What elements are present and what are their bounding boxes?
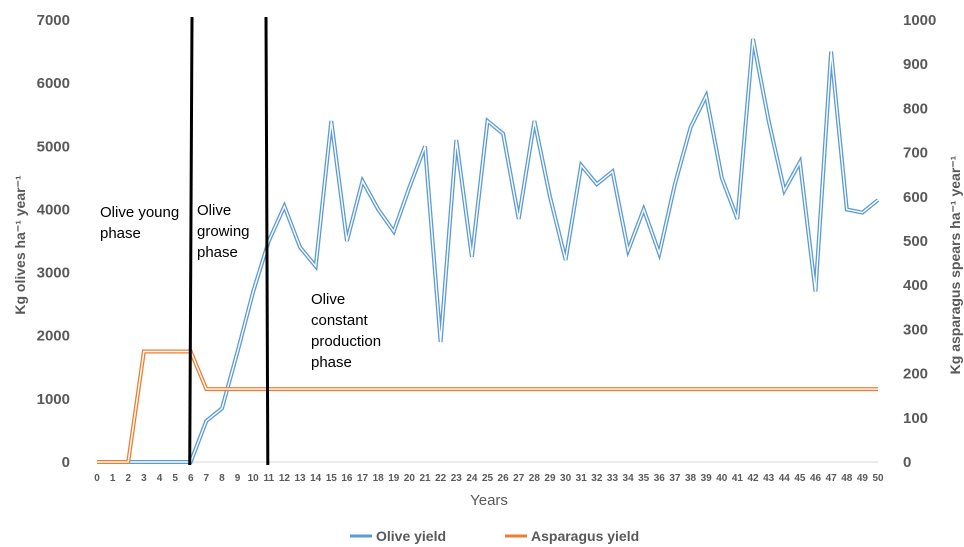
x-tick-label: 39 bbox=[701, 473, 713, 484]
phase-divider-line bbox=[188, 16, 194, 466]
y-left-axis-title: Kg olives ha⁻¹ year⁻¹ bbox=[12, 175, 28, 315]
x-tick-label: 32 bbox=[591, 473, 603, 484]
y-right-axis-title: Kg asparagus spears ha⁻¹ year⁻¹ bbox=[947, 155, 963, 374]
phase-annotation-line: phase bbox=[311, 354, 352, 371]
x-tick-label: 23 bbox=[451, 473, 463, 484]
y-right-tick-label: 500 bbox=[903, 233, 928, 250]
x-tick-label: 36 bbox=[654, 473, 666, 484]
x-tick-label: 46 bbox=[810, 473, 822, 484]
legend-label-asparagus: Asparagus yield bbox=[531, 528, 639, 544]
phase-annotation-line: phase bbox=[197, 244, 238, 261]
x-tick-label: 22 bbox=[435, 473, 447, 484]
x-tick-label: 42 bbox=[747, 473, 759, 484]
phase-annotation-line: growing bbox=[197, 223, 250, 240]
x-axis-title: Years bbox=[470, 492, 508, 509]
y-right-tick-label: 700 bbox=[903, 145, 928, 162]
x-tick-label: 17 bbox=[357, 473, 369, 484]
x-tick-label: 48 bbox=[841, 473, 853, 484]
legend: Olive yield Asparagus yield bbox=[350, 528, 639, 544]
x-tick-label: 13 bbox=[294, 473, 306, 484]
x-tick-label: 2 bbox=[125, 473, 131, 484]
x-tick-label: 14 bbox=[310, 473, 322, 484]
y-right-tick-label: 400 bbox=[903, 277, 928, 294]
x-tick-label: 37 bbox=[669, 473, 681, 484]
y-right-tick-label: 800 bbox=[903, 100, 928, 117]
x-tick-label: 21 bbox=[419, 473, 431, 484]
y-right-axis-ticks: 0 100 200 300 400 500 600 700 800 900 1000 bbox=[903, 12, 936, 471]
phase-annotation-line: Olive bbox=[197, 202, 231, 219]
y-left-axis-ticks: 0 1000 2000 3000 4000 5000 6000 7000 bbox=[37, 12, 70, 471]
x-tick-label: 41 bbox=[732, 473, 744, 484]
x-tick-label: 27 bbox=[513, 473, 525, 484]
x-tick-label: 31 bbox=[576, 473, 588, 484]
y-left-tick-label: 2000 bbox=[37, 328, 70, 345]
x-tick-label: 11 bbox=[264, 473, 275, 484]
x-tick-label: 16 bbox=[341, 473, 353, 484]
y-right-tick-label: 600 bbox=[903, 189, 928, 206]
asparagus-yield-line-inner bbox=[97, 350, 878, 463]
x-tick-label: 10 bbox=[248, 473, 260, 484]
x-tick-label: 45 bbox=[794, 473, 806, 484]
y-left-tick-label: 3000 bbox=[37, 265, 70, 282]
phase-annotation-line: constant bbox=[311, 312, 369, 329]
legend-label-olive: Olive yield bbox=[376, 528, 446, 544]
phase-annotation-line: Olive bbox=[311, 291, 345, 308]
x-tick-label: 43 bbox=[763, 473, 775, 484]
y-left-tick-label: 0 bbox=[62, 454, 70, 471]
x-tick-label: 50 bbox=[872, 473, 884, 484]
x-axis-ticks: 0 1 2 3 4 5 6 7 8 9 10 11 12 13 14 15 16 17 18 19 20 21 22 23 24… bbox=[94, 473, 884, 484]
phase-divider-lines bbox=[188, 16, 270, 466]
x-tick-label: 24 bbox=[466, 473, 478, 484]
y-right-tick-label: 900 bbox=[903, 56, 928, 73]
x-tick-label: 20 bbox=[404, 473, 416, 484]
x-tick-label: 38 bbox=[685, 473, 697, 484]
x-tick-label: 19 bbox=[388, 473, 400, 484]
x-tick-label: 15 bbox=[326, 473, 338, 484]
y-left-tick-label: 1000 bbox=[37, 391, 70, 408]
x-tick-label: 25 bbox=[482, 473, 494, 484]
x-tick-label: 12 bbox=[279, 473, 291, 484]
series-lines bbox=[97, 38, 880, 464]
y-left-tick-label: 7000 bbox=[37, 12, 70, 29]
y-right-tick-label: 200 bbox=[903, 366, 928, 383]
x-tick-label: 49 bbox=[857, 473, 869, 484]
x-tick-label: 5 bbox=[172, 473, 178, 484]
phase-annotation-line: production bbox=[311, 333, 381, 350]
x-tick-label: 3 bbox=[141, 473, 147, 484]
x-tick-label: 26 bbox=[498, 473, 510, 484]
x-tick-label: 29 bbox=[544, 473, 556, 484]
y-left-tick-label: 6000 bbox=[37, 75, 70, 92]
y-left-tick-label: 4000 bbox=[37, 201, 70, 218]
phase-divider-line bbox=[264, 16, 270, 466]
phase-annotation-line: Olive young bbox=[100, 204, 179, 221]
x-tick-label: 34 bbox=[623, 473, 635, 484]
asparagus-yield-line bbox=[97, 349, 878, 464]
x-tick-label: 30 bbox=[560, 473, 572, 484]
x-tick-label: 1 bbox=[110, 473, 116, 484]
y-right-tick-label: 1000 bbox=[903, 12, 936, 29]
y-right-tick-label: 0 bbox=[903, 454, 911, 471]
x-tick-label: 8 bbox=[219, 473, 225, 484]
x-tick-label: 47 bbox=[826, 473, 838, 484]
x-tick-label: 0 bbox=[94, 473, 100, 484]
x-tick-label: 4 bbox=[157, 473, 163, 484]
x-tick-label: 9 bbox=[235, 473, 241, 484]
y-right-tick-label: 300 bbox=[903, 321, 928, 338]
x-tick-label: 6 bbox=[188, 473, 194, 484]
phase-annotation-line: phase bbox=[100, 225, 141, 242]
x-tick-label: 33 bbox=[607, 473, 619, 484]
x-tick-label: 28 bbox=[529, 473, 541, 484]
y-left-tick-label: 5000 bbox=[37, 138, 70, 155]
x-tick-label: 44 bbox=[779, 473, 791, 484]
x-tick-label: 7 bbox=[204, 473, 210, 484]
x-tick-label: 35 bbox=[638, 473, 650, 484]
phase-annotations: Olive young phase Olive growing phase Olive co… bbox=[100, 202, 381, 371]
x-tick-label: 40 bbox=[716, 473, 728, 484]
x-tick-label: 18 bbox=[373, 473, 385, 484]
y-right-tick-label: 100 bbox=[903, 410, 928, 427]
